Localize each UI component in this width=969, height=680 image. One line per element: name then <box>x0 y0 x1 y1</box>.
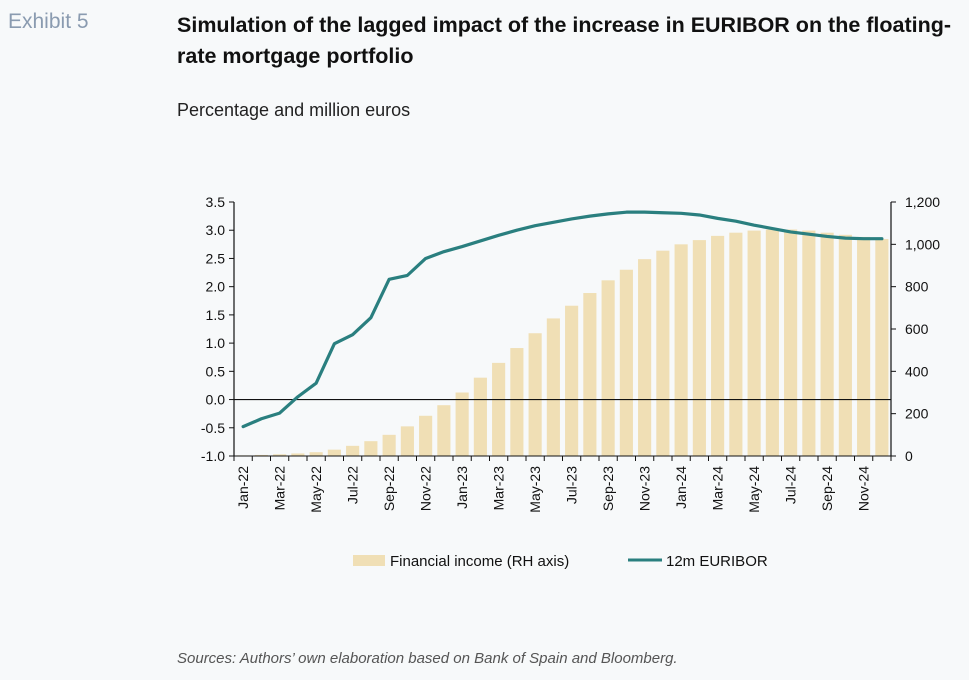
bar-financial-income <box>711 235 725 456</box>
y-left-tick-label: -0.5 <box>201 420 225 436</box>
chart: -1.0 -0.5 0.0 0.5 1.0 1.5 2.0 2.5 3.0 3.5 0 200 400 6… <box>201 194 940 570</box>
x-tick-label: Jul-24 <box>783 466 799 504</box>
x-tick-label: Nov-22 <box>418 466 434 511</box>
bar-financial-income <box>273 454 287 456</box>
bar-financial-income <box>291 453 305 456</box>
bar-financial-income <box>528 333 542 456</box>
x-tick-label: Sep-24 <box>819 466 835 511</box>
bar-financial-income <box>364 441 378 456</box>
bar-financial-income <box>346 445 360 456</box>
y-left-tick-label: 0.0 <box>206 392 226 408</box>
x-tick-label: Jan-24 <box>673 466 689 509</box>
bar-financial-income <box>784 229 798 456</box>
bar-financial-income <box>820 232 834 456</box>
bar-financial-income <box>492 362 506 456</box>
exhibit-label: Exhibit 5 <box>8 10 89 33</box>
bar-financial-income <box>437 405 451 456</box>
bar-financial-income <box>875 239 889 456</box>
y-right-tick-label: 1,000 <box>905 236 940 252</box>
y-right-tick-label: 400 <box>905 363 929 379</box>
legend-swatch-financial-income <box>353 555 385 566</box>
x-tick-label: Jul-23 <box>564 466 580 504</box>
bar-financial-income <box>838 234 852 456</box>
axes-layer: -1.0 -0.5 0.0 0.5 1.0 1.5 2.0 2.5 3.0 3.5 0 200 400 6… <box>201 194 940 513</box>
x-tick-label: May-22 <box>308 466 324 513</box>
bar-financial-income <box>400 426 414 456</box>
line-12m-euribor <box>241 210 884 429</box>
y-right-tick-label: 600 <box>905 321 929 337</box>
bar-financial-income <box>619 269 633 456</box>
y-left-tick-label: 0.5 <box>206 363 226 379</box>
x-tick-label: Mar-22 <box>272 466 288 511</box>
bar-financial-income <box>583 293 597 456</box>
x-tick-label: Mar-23 <box>491 466 507 511</box>
bar-financial-income <box>382 434 396 456</box>
legend: Financial income (RH axis) 12m EURIBOR <box>353 553 768 570</box>
chart-title: Simulation of the lagged impact of the i… <box>177 13 952 68</box>
y-right-tick-label: 800 <box>905 279 929 295</box>
x-tick-label: Sep-22 <box>381 466 397 511</box>
y-left-tick-label: 1.0 <box>206 335 226 351</box>
y-right-tick-label: 1,200 <box>905 194 940 210</box>
bar-financial-income <box>419 415 433 456</box>
y-right-tick-label: 200 <box>905 406 929 422</box>
source-note: Sources: Authors’ own elaboration based … <box>177 650 678 667</box>
x-tick-label: Nov-24 <box>856 466 872 511</box>
bar-financial-income <box>309 452 323 456</box>
x-tick-label: Jan-22 <box>235 466 251 509</box>
bar-financial-income <box>765 229 779 456</box>
legend-label-financial-income: Financial income (RH axis) <box>390 553 569 570</box>
bar-financial-income <box>857 236 871 456</box>
x-tick-label: Jul-22 <box>345 466 361 504</box>
chart-subtitle: Percentage and million euros <box>177 100 411 120</box>
x-tick-label: May-24 <box>746 466 762 513</box>
line-layer <box>241 210 884 429</box>
x-tick-label: Jan-23 <box>454 466 470 509</box>
y-left-tick-label: 3.0 <box>206 222 226 238</box>
bars-layer <box>236 229 889 456</box>
bar-financial-income <box>510 348 524 456</box>
bar-financial-income <box>747 230 761 456</box>
bar-financial-income <box>546 318 560 456</box>
y-left-tick-label: 3.5 <box>206 194 226 210</box>
y-left-tick-label: 1.5 <box>206 307 226 323</box>
x-tick-label: Nov-23 <box>637 466 653 511</box>
bar-financial-income <box>692 240 706 456</box>
bar-financial-income <box>674 244 688 456</box>
bar-financial-income <box>802 230 816 456</box>
y-left-tick-label: 2.0 <box>206 279 226 295</box>
y-left-tick-label: -1.0 <box>201 448 225 464</box>
x-tick-label: Sep-23 <box>600 466 616 511</box>
bar-financial-income <box>473 377 487 456</box>
bar-financial-income <box>565 305 579 456</box>
bar-financial-income <box>455 392 469 456</box>
bar-financial-income <box>601 280 615 456</box>
bar-financial-income <box>656 250 670 456</box>
bar-financial-income <box>638 259 652 456</box>
bar-financial-income <box>327 449 341 456</box>
y-left-tick-label: 2.5 <box>206 250 226 266</box>
x-tick-label: May-23 <box>527 466 543 513</box>
x-tick-label: Mar-24 <box>710 466 726 511</box>
y-right-tick-label: 0 <box>905 448 913 464</box>
bar-financial-income <box>729 232 743 456</box>
bar-financial-income <box>254 454 268 456</box>
legend-label-euribor: 12m EURIBOR <box>666 553 768 570</box>
